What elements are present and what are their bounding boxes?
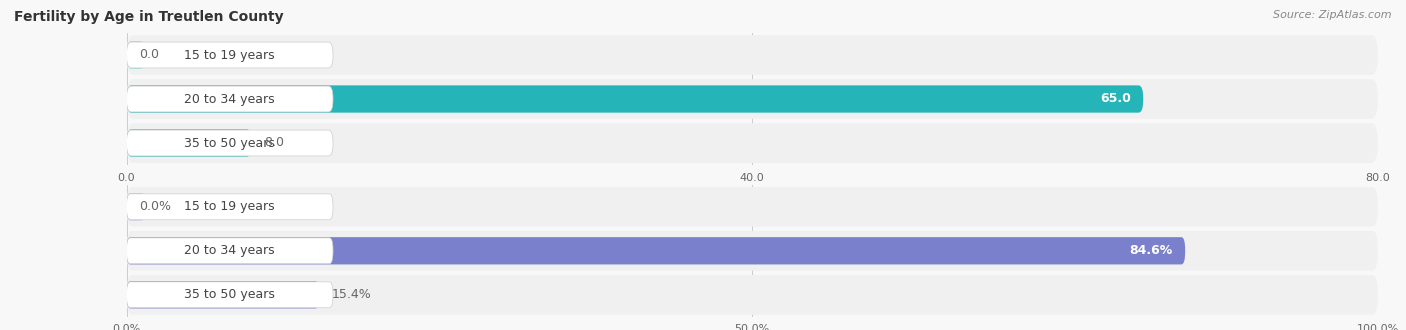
Text: Fertility by Age in Treutlen County: Fertility by Age in Treutlen County — [14, 10, 284, 24]
Text: Source: ZipAtlas.com: Source: ZipAtlas.com — [1274, 10, 1392, 20]
Text: 15 to 19 years: 15 to 19 years — [184, 200, 276, 213]
Text: 20 to 34 years: 20 to 34 years — [184, 244, 276, 257]
FancyBboxPatch shape — [127, 238, 333, 264]
FancyBboxPatch shape — [127, 42, 333, 68]
Text: 15.4%: 15.4% — [332, 288, 371, 301]
FancyBboxPatch shape — [127, 275, 1378, 314]
FancyBboxPatch shape — [127, 187, 1378, 227]
FancyBboxPatch shape — [127, 123, 1378, 163]
Text: 8.0: 8.0 — [264, 137, 284, 149]
FancyBboxPatch shape — [127, 41, 145, 69]
FancyBboxPatch shape — [127, 231, 1378, 271]
Text: 0.0: 0.0 — [139, 49, 159, 61]
Text: 65.0: 65.0 — [1099, 92, 1130, 106]
FancyBboxPatch shape — [127, 85, 1143, 113]
FancyBboxPatch shape — [127, 193, 145, 220]
Text: 35 to 50 years: 35 to 50 years — [184, 137, 276, 149]
Text: 20 to 34 years: 20 to 34 years — [184, 92, 276, 106]
FancyBboxPatch shape — [127, 130, 333, 156]
FancyBboxPatch shape — [127, 35, 1378, 75]
FancyBboxPatch shape — [127, 79, 1378, 119]
FancyBboxPatch shape — [127, 281, 319, 309]
FancyBboxPatch shape — [127, 86, 333, 112]
Text: 15 to 19 years: 15 to 19 years — [184, 49, 276, 61]
FancyBboxPatch shape — [127, 194, 333, 220]
FancyBboxPatch shape — [127, 129, 252, 157]
FancyBboxPatch shape — [127, 237, 1185, 264]
FancyBboxPatch shape — [127, 282, 333, 308]
Text: 0.0%: 0.0% — [139, 200, 172, 213]
Text: 84.6%: 84.6% — [1129, 244, 1173, 257]
Text: 35 to 50 years: 35 to 50 years — [184, 288, 276, 301]
